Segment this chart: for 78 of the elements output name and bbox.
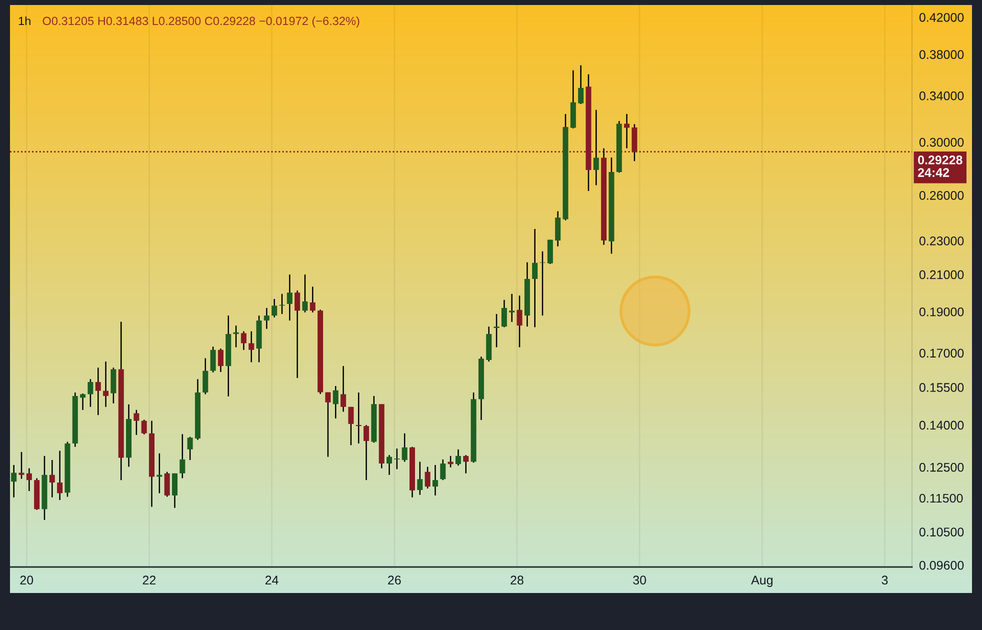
y-tick-label: 0.26000: [919, 191, 964, 200]
candlestick: [356, 392, 362, 444]
candlestick: [180, 434, 186, 479]
candlestick: [325, 392, 331, 458]
x-tick-label: 30: [633, 576, 646, 585]
text: 1h: [18, 16, 30, 26]
ref-line-label: 0.29228 24:42: [918, 156, 962, 177]
candlestick: [440, 458, 446, 481]
candlestick: [210, 346, 216, 374]
x-tick-label: 3: [882, 576, 888, 585]
text: O0.31205 H0.31483 L0.28500 C0.29228 −0.01972 (−6.32%): [42, 16, 360, 28]
candlestick: [57, 450, 63, 501]
candlestick: [26, 468, 32, 492]
candlestick: [11, 464, 17, 498]
candlestick: [394, 448, 400, 470]
candlestick: [88, 378, 94, 408]
candlestick: [294, 290, 300, 379]
candlestick: [141, 419, 147, 436]
candlestick: [432, 464, 438, 496]
candlestick: [240, 330, 246, 351]
candlestick: [348, 406, 354, 446]
x-tick-label: 20: [20, 576, 34, 585]
y-tick-label: 0.09600: [919, 560, 964, 570]
candlestick: [202, 358, 208, 395]
candlestick: [532, 228, 538, 328]
y-tick-label: 0.30000: [919, 138, 964, 147]
candlestick: [134, 409, 140, 436]
candlestick: [332, 385, 338, 420]
candlestick: [248, 330, 254, 363]
candlestick: [593, 109, 599, 186]
candlestick: [547, 239, 553, 265]
candlestick: [164, 471, 170, 498]
candlestick: [555, 210, 561, 248]
x-tick-label: 22: [142, 576, 156, 584]
candlestick: [340, 365, 346, 412]
candlestick: [417, 461, 423, 496]
y-tick-label: 0.19000: [919, 307, 964, 316]
candlestick: [103, 360, 109, 408]
candlestick: [578, 64, 584, 105]
candlestick: [516, 294, 522, 348]
y-tick-label: 0.12500: [919, 462, 964, 472]
x-tick-label: 28: [510, 576, 524, 585]
candlestick: [540, 250, 546, 316]
x-tick-label: 24: [265, 576, 278, 584]
candlestick: [18, 451, 24, 480]
y-tick-label: 0.15500: [919, 383, 964, 392]
candlestick: [402, 432, 408, 462]
candlestick: [49, 459, 55, 498]
x-tick-label: Aug: [751, 576, 772, 587]
y-tick-label: 0.21000: [919, 270, 964, 280]
candlestick: [386, 454, 392, 476]
y-tick-label: 0.23000: [919, 236, 964, 246]
x-tick-label: 26: [388, 576, 401, 585]
candlestick: [455, 448, 461, 466]
candlestick: [272, 298, 278, 318]
candlestick: [364, 424, 370, 481]
candlestick: [172, 472, 178, 508]
candlestick: [264, 307, 270, 330]
candlestick: [80, 392, 86, 411]
candlestick: [95, 367, 101, 416]
y-tick-label: 0.17000: [919, 348, 964, 358]
candlestick: [218, 348, 224, 373]
candlestick: [463, 454, 469, 474]
y-tick-label: 0.11500: [919, 494, 963, 503]
candlestick: [424, 466, 430, 490]
y-tick-label: 0.14000: [919, 420, 964, 430]
candlestick: [286, 274, 292, 322]
y-tick-label: 0.34000: [919, 91, 964, 100]
candlestick: [501, 299, 507, 328]
candlestick: [509, 293, 515, 323]
y-tick-label: 0.38000: [919, 50, 964, 59]
candlestick: [310, 286, 316, 314]
candlestick: [302, 274, 308, 314]
candlestick: [494, 313, 500, 348]
candlestick: [624, 113, 630, 149]
candlestick: [187, 436, 193, 461]
y-tick-label: 0.42000: [919, 12, 964, 22]
y-tick-label: 0.10500: [919, 528, 964, 536]
